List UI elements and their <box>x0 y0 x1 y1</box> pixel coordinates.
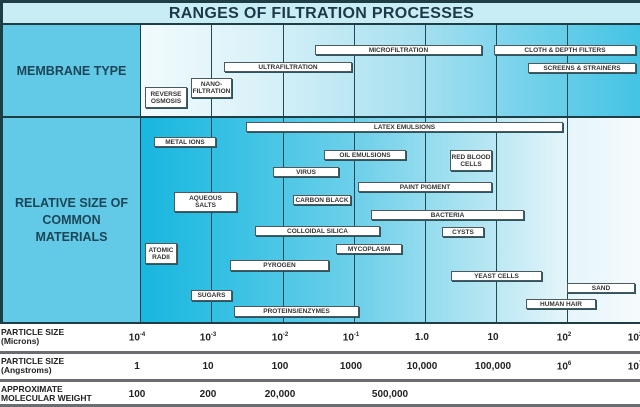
scale-value-text: 10 <box>487 332 499 343</box>
scale-value: 10-2 <box>272 332 288 343</box>
gridline <box>283 118 284 322</box>
scale-value-text: 10 <box>202 361 214 372</box>
membrane-box: ULTRAFILTRATION <box>224 62 352 72</box>
material-box: BACTERIA <box>371 210 524 220</box>
gridline <box>354 118 355 322</box>
material-box: PAINT PIGMENT <box>358 182 492 192</box>
scale-value: 102 <box>557 332 571 343</box>
scale-value: 20,000 <box>265 389 296 400</box>
material-box: METAL IONS <box>154 137 216 147</box>
scale-value: 106 <box>557 361 571 372</box>
material-box: YEAST CELLS <box>451 271 542 281</box>
material-box: SUGARS <box>191 290 232 301</box>
material-box: CARBON BLACK <box>293 195 351 205</box>
material-box: HUMAN HAIR <box>526 299 596 309</box>
scale-row-microns: PARTICLE SIZE (Microns) 10-4 10-3 10-2 10-1 1… <box>0 326 640 350</box>
scale-value: 10,000 <box>407 361 438 372</box>
scale-value-text: 100 <box>271 361 289 372</box>
row-separator <box>0 351 640 354</box>
page-title: RANGES OF FILTRATION PROCESSES <box>3 3 640 23</box>
scale-value-text: 100 <box>128 389 146 400</box>
scale-label: APPROXIMATE MOLECULAR WEIGHT <box>1 384 92 403</box>
scale-value: 1.0 <box>415 332 429 343</box>
material-box: VIRUS <box>273 167 339 177</box>
membrane-box: REVERSE OSMOSIS <box>145 87 187 108</box>
row-label-membrane: MEMBRANE TYPE <box>3 25 140 116</box>
scale-value-text: 10 <box>556 332 568 344</box>
material-box: COLLOIDAL SILICA <box>255 226 380 236</box>
scale-value: 103 <box>628 332 640 343</box>
scale-value: 100 <box>129 389 146 400</box>
membrane-box: NANO- FILTRATION <box>191 78 232 98</box>
gridline <box>496 25 497 116</box>
gridline <box>425 25 426 116</box>
material-box: ATOMIC RADII <box>145 243 177 264</box>
scale-exponent: 7 <box>639 361 640 367</box>
gridline <box>211 25 212 116</box>
scale-value-text: 10 <box>271 332 283 344</box>
material-box: RED BLOOD CELLS <box>450 150 492 171</box>
scale-value-text: 10,000 <box>406 361 438 372</box>
scale-row-angstroms: PARTICLE SIZE (Angstroms) 1 10 100 1000 10,00… <box>0 355 640 379</box>
row-separator <box>0 379 640 382</box>
scale-value: 10-3 <box>200 332 216 343</box>
membrane-box: CLOTH & DEPTH FILTERS <box>494 45 636 55</box>
scale-value-text: 1 <box>134 361 140 372</box>
scale-exponent: -3 <box>210 332 217 338</box>
material-box: CYSTS <box>442 227 484 237</box>
scale-value-text: 100,000 <box>474 361 512 372</box>
scale-value: 107 <box>628 361 640 372</box>
scale-value-text: 10 <box>342 332 354 344</box>
scale-value: 1 <box>134 361 140 372</box>
material-box: MYCOPLASM <box>336 244 402 254</box>
scale-value: 10 <box>487 332 498 343</box>
scale-exponent: -2 <box>282 332 289 338</box>
scale-value-text: 10 <box>556 361 568 373</box>
scale-value: 1000 <box>340 361 362 372</box>
scale-value: 10-1 <box>343 332 359 343</box>
scale-value-text: 10 <box>128 332 140 344</box>
scale-label: PARTICLE SIZE (Angstroms) <box>1 356 65 375</box>
scale-label: PARTICLE SIZE (Microns) <box>1 327 65 346</box>
material-box: LATEX EMULSIONS <box>246 122 563 132</box>
scale-value-text: 10 <box>627 361 639 373</box>
scale-value: 200 <box>200 389 217 400</box>
scale-value-text: 20,000 <box>264 389 296 400</box>
scale-value-text: 1.0 <box>415 332 429 343</box>
scale-value-text: 10 <box>199 332 211 344</box>
scale-value: 10-4 <box>129 332 145 343</box>
material-box: SAND <box>567 283 635 293</box>
material-box: OIL EMULSIONS <box>324 150 406 160</box>
material-box: AQUEOUS SALTS <box>174 192 237 212</box>
gridline <box>567 118 568 322</box>
material-box: PYROGEN <box>230 260 329 271</box>
scale-value: 10 <box>202 361 213 372</box>
row-label-materials: RELATIVE SIZE OF COMMON MATERIALS <box>3 118 140 322</box>
gridline <box>354 25 355 116</box>
scale-value-text: 10 <box>627 332 639 344</box>
scale-value: 500,000 <box>372 389 408 400</box>
material-box: PROTEINS/ENZYMES <box>234 306 359 317</box>
scale-value-text: 200 <box>199 389 217 400</box>
scale-value: 100,000 <box>475 361 511 372</box>
scale-exponent: 6 <box>567 361 572 367</box>
scale-exponent: -1 <box>353 332 360 338</box>
scale-exponent: -4 <box>139 332 146 338</box>
scale-value-text: 500,000 <box>371 389 409 400</box>
scale-exponent: 3 <box>639 332 640 338</box>
scale-exponent: 2 <box>567 332 572 338</box>
gridline <box>211 118 212 322</box>
scale-row-molecular-weight: APPROXIMATE MOLECULAR WEIGHT 100 200 20,000… <box>0 383 640 407</box>
membrane-box: SCREENS & STRAINERS <box>528 63 636 73</box>
scale-value: 100 <box>272 361 289 372</box>
gridline <box>496 118 497 322</box>
gridline <box>425 118 426 322</box>
scale-value-text: 1000 <box>339 361 363 372</box>
membrane-box: MICROFILTRATION <box>315 45 482 55</box>
